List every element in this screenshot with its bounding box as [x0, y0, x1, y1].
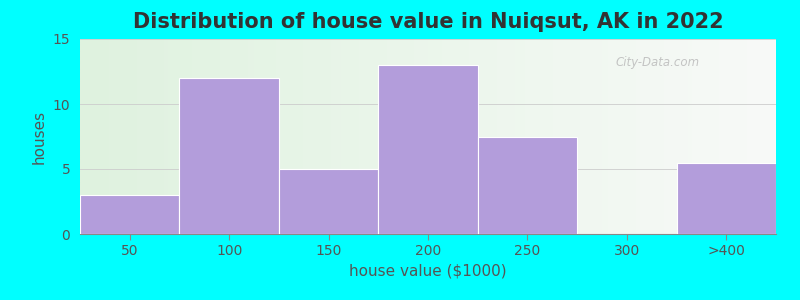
Bar: [478, 136, 577, 234]
Bar: [179, 78, 279, 234]
Title: Distribution of house value in Nuiqsut, AK in 2022: Distribution of house value in Nuiqsut, …: [133, 12, 723, 32]
Y-axis label: houses: houses: [32, 110, 47, 164]
Bar: [677, 163, 776, 234]
X-axis label: house value ($1000): house value ($1000): [349, 264, 507, 279]
Text: City-Data.com: City-Data.com: [616, 56, 700, 69]
Bar: [279, 169, 378, 234]
Bar: [378, 65, 478, 234]
Bar: [80, 195, 179, 234]
